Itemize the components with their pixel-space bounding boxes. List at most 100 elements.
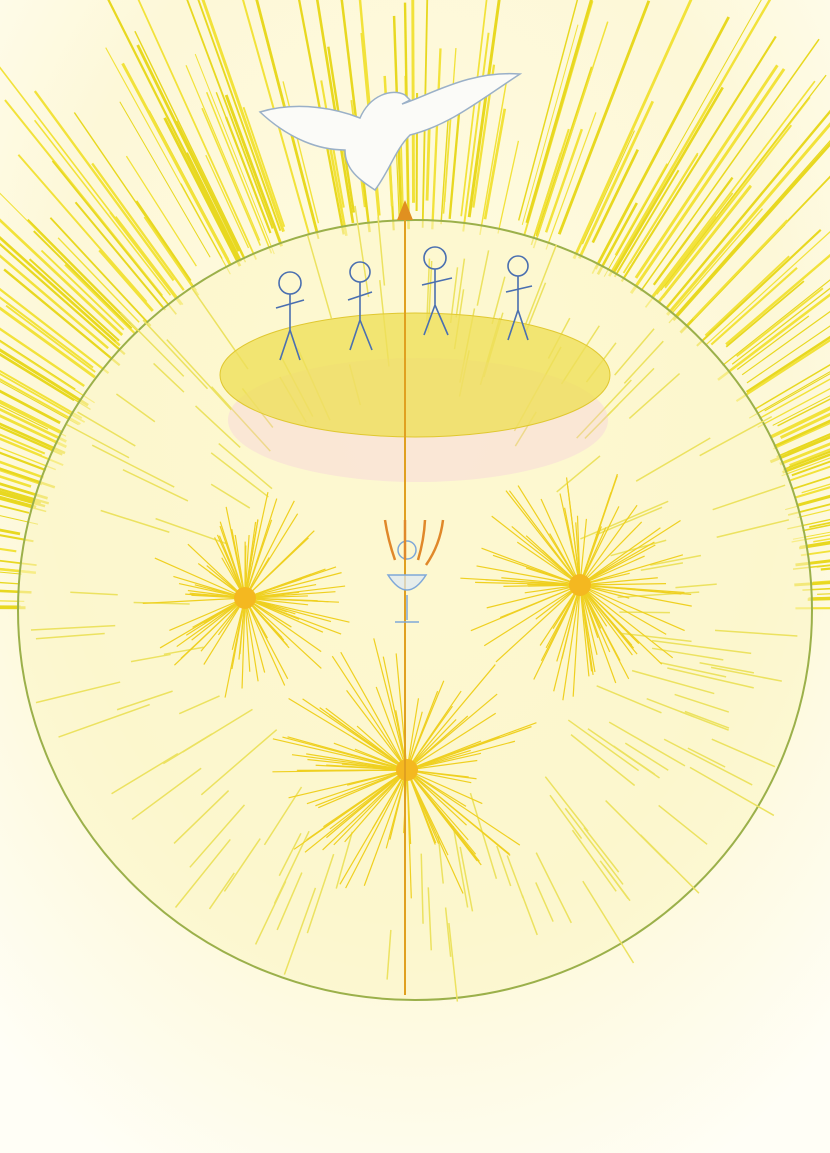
stroke (0, 589, 32, 594)
stroke (163, 646, 204, 656)
stroke (0, 414, 67, 449)
stroke (187, 543, 246, 599)
stroke (185, 64, 261, 241)
stroke (725, 280, 805, 348)
stroke (283, 887, 317, 975)
stroke (596, 685, 662, 714)
stroke (579, 504, 638, 586)
stroke (644, 192, 734, 308)
stroke (244, 597, 322, 669)
stroke (470, 584, 581, 632)
stroke (579, 584, 692, 607)
stroke (712, 484, 786, 511)
stroke (440, 118, 449, 225)
stroke (58, 703, 150, 738)
stroke (33, 90, 175, 282)
stroke (675, 583, 717, 589)
stroke (0, 296, 94, 369)
stroke (421, 0, 429, 228)
stroke (0, 389, 61, 425)
chalice (386, 540, 428, 623)
stroke (556, 584, 581, 662)
stroke (0, 438, 64, 466)
stroke (115, 393, 156, 423)
stroke (28, 258, 120, 342)
stroke (452, 825, 469, 908)
stroke (663, 738, 753, 786)
stroke (244, 513, 299, 599)
stroke (0, 348, 89, 407)
stroke (142, 319, 209, 390)
stroke (758, 378, 830, 420)
stroke (4, 99, 163, 297)
stroke (0, 378, 81, 425)
stroke (608, 0, 772, 277)
star-core (234, 587, 256, 609)
stroke (406, 769, 467, 826)
stroke (640, 562, 684, 571)
stroke (356, 725, 408, 771)
stroke (371, 769, 408, 829)
stroke (496, 845, 512, 887)
stroke (792, 531, 830, 540)
stroke (162, 733, 213, 765)
stroke (154, 557, 246, 599)
stroke (244, 597, 266, 673)
stroke (130, 653, 171, 663)
stroke (210, 452, 269, 498)
stroke (746, 325, 830, 384)
stroke (479, 72, 509, 235)
stroke (244, 597, 286, 686)
stroke (572, 0, 693, 260)
stroke (651, 80, 816, 297)
stroke (143, 216, 200, 296)
stroke (754, 363, 830, 410)
stroke (672, 141, 830, 322)
stroke (135, 200, 192, 282)
stroke (0, 306, 96, 379)
stroke (254, 880, 287, 945)
stroke (180, 183, 223, 259)
great-circle (17, 219, 813, 1001)
stroke (711, 738, 776, 768)
stroke (725, 253, 830, 346)
stroke (792, 476, 830, 490)
stroke (646, 698, 695, 718)
stroke (107, 0, 241, 262)
stroke (382, 656, 408, 771)
stroke (406, 769, 478, 862)
stroke (773, 419, 830, 448)
stroke (218, 442, 273, 490)
stroke (244, 491, 269, 599)
stroke (425, 116, 431, 201)
stroke (617, 591, 700, 598)
stroke (710, 666, 782, 682)
stroke (0, 460, 44, 479)
stroke (244, 566, 337, 599)
stroke (176, 597, 246, 648)
stroke (244, 597, 322, 653)
stroke (580, 500, 669, 540)
stroke (173, 790, 230, 844)
stroke (789, 448, 830, 466)
stroke (406, 715, 469, 771)
stroke (773, 422, 830, 450)
stroke (460, 0, 488, 217)
stroke (91, 162, 185, 291)
stroke (603, 0, 762, 277)
stroke (579, 518, 588, 586)
stroke (411, 0, 415, 203)
stroke (0, 353, 75, 402)
stroke (802, 587, 830, 591)
stroke (98, 249, 154, 312)
stroke (125, 155, 197, 267)
stroke (579, 577, 658, 586)
stroke (276, 872, 303, 931)
stroke (517, 0, 579, 221)
stroke (122, 469, 189, 502)
stroke (0, 66, 168, 287)
stroke (623, 340, 664, 384)
stroke (224, 597, 246, 698)
stroke (91, 444, 175, 488)
stroke (225, 506, 246, 599)
